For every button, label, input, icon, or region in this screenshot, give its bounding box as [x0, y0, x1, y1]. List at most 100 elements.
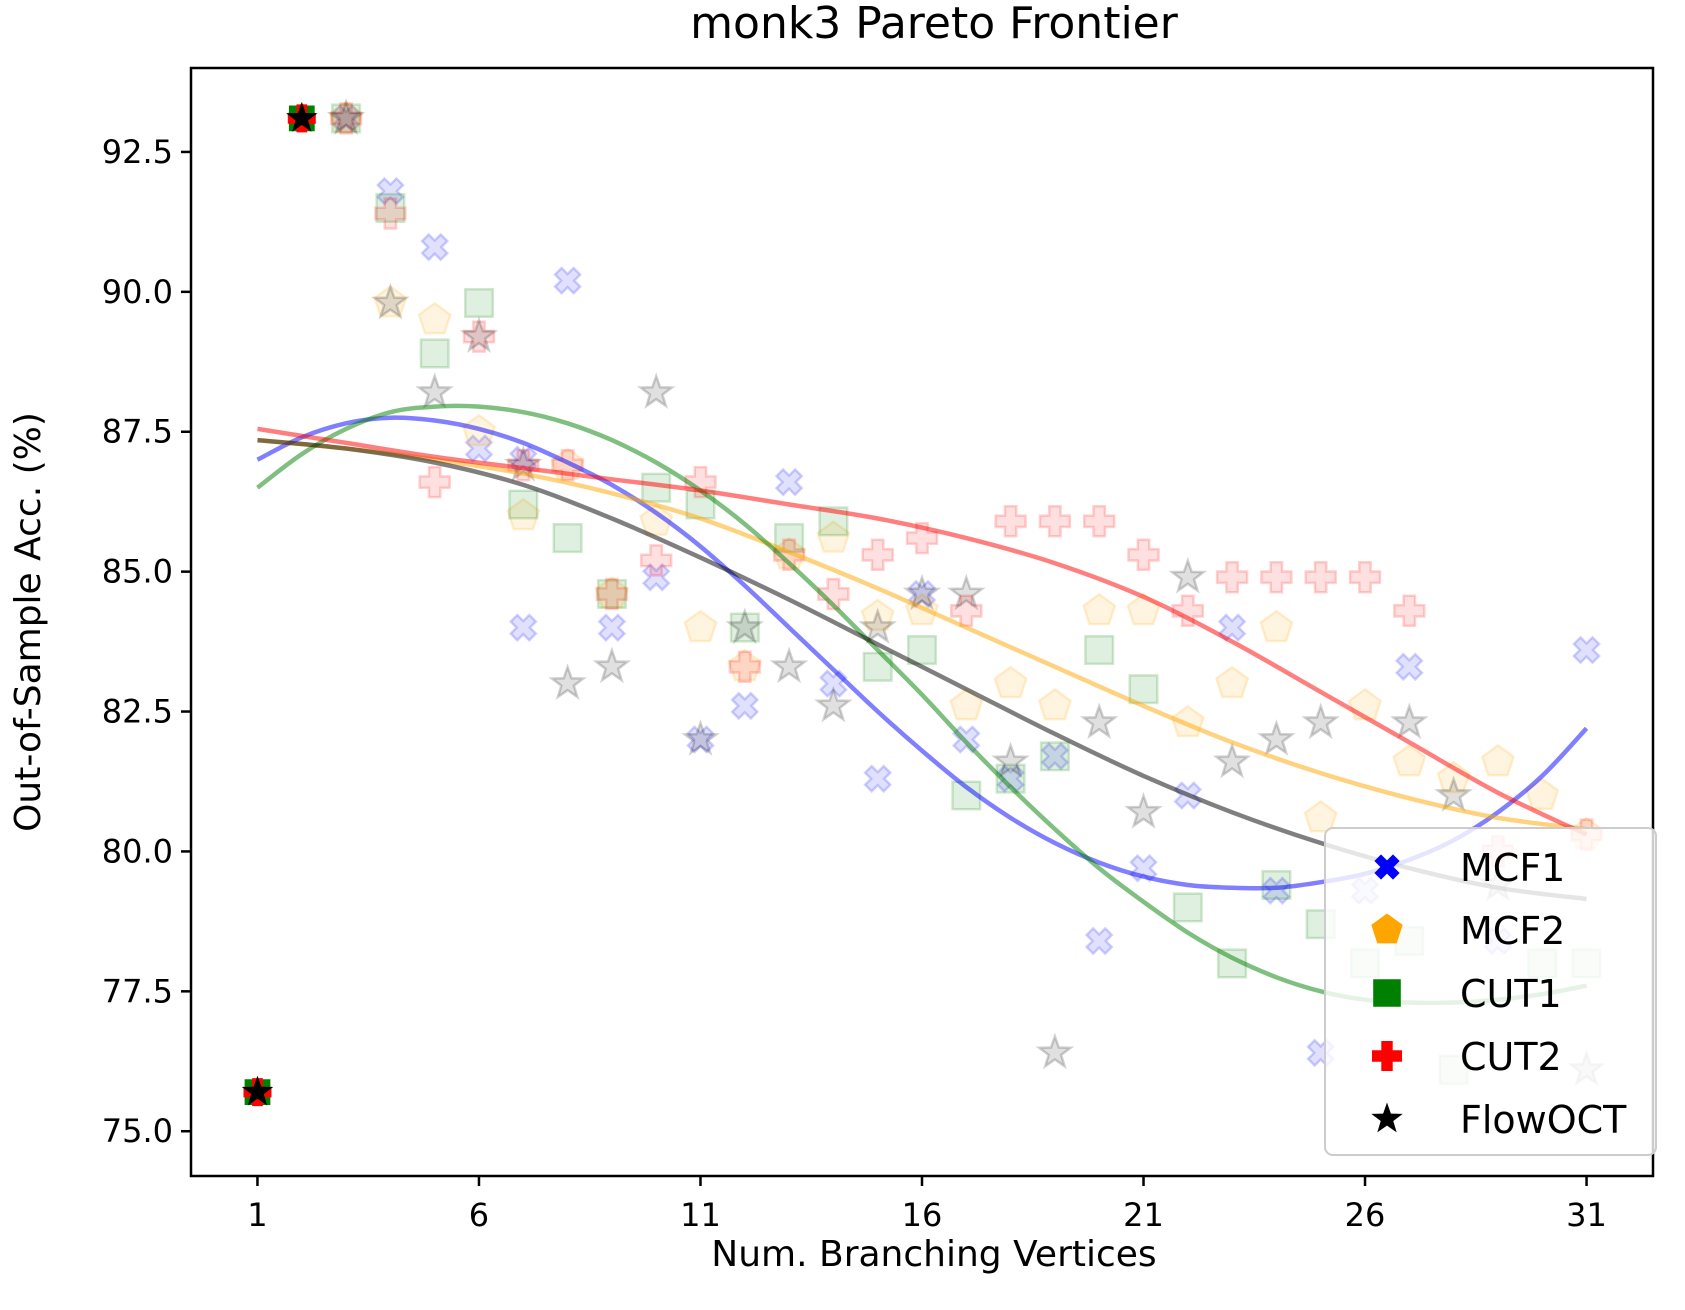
data-point-cut2 — [639, 544, 673, 577]
data-point-cut2 — [418, 465, 451, 499]
data-point-cut1 — [596, 578, 627, 610]
data-point-cut1 — [419, 338, 450, 369]
data-point-cut1 — [375, 192, 406, 223]
data-point-mcf2 — [816, 520, 851, 553]
data-point-flowoct — [1434, 775, 1473, 812]
data-point-flowoct — [636, 372, 676, 410]
data-point-cut2 — [1260, 560, 1293, 594]
legend-entry-mcf1: MCF1 — [1374, 846, 1565, 890]
data-point-mcf2 — [860, 598, 895, 632]
data-point-mcf2 — [506, 497, 541, 531]
data-point-mcf1 — [376, 176, 405, 206]
trend-line-cut2 — [257, 426, 1588, 837]
highlight-mark-flowoct — [241, 1075, 274, 1106]
chart-title: monk3 Pareto Frontier — [690, 0, 1179, 49]
highlight-point — [286, 101, 318, 133]
data-point-cut2 — [595, 577, 629, 611]
legend: MCF1 MCF2 CUT1 CUT2 FlowOCT — [1324, 827, 1657, 1156]
data-point-flowoct — [946, 573, 986, 611]
legend-entry-flowoct: FlowOCT — [1371, 1098, 1627, 1142]
data-point-mcf1 — [331, 104, 361, 133]
data-point-flowoct — [592, 646, 632, 684]
data-point-mcf1 — [1084, 926, 1114, 956]
data-point-cut1 — [552, 523, 583, 554]
data-point-cut1 — [906, 634, 938, 666]
data-point-mcf1 — [1394, 652, 1424, 682]
data-point-mcf2 — [949, 687, 984, 721]
y-tick-label: 87.5 — [102, 413, 173, 451]
data-point-flowoct — [1079, 702, 1119, 740]
legend-entry-cut1: CUT1 — [1373, 972, 1562, 1016]
data-point-cut1 — [729, 612, 760, 643]
data-point-flowoct — [1257, 719, 1296, 756]
data-point-mcf1 — [1572, 635, 1601, 665]
data-point-cut2 — [507, 449, 540, 482]
legend-label-cut1: CUT1 — [1460, 972, 1562, 1016]
data-point-mcf2 — [1480, 743, 1516, 777]
data-point-mcf2 — [1436, 760, 1471, 794]
data-point-flowoct — [415, 372, 455, 410]
legend-marker-cut2 — [1372, 1041, 1402, 1071]
legend-entry-mcf2: MCF2 — [1371, 909, 1565, 953]
y-tick-label: 75.0 — [102, 1112, 173, 1150]
data-point-mcf2 — [594, 575, 630, 609]
legend-label-flowoct: FlowOCT — [1460, 1098, 1627, 1142]
data-point-cut2 — [551, 449, 584, 482]
highlight-mark-flowoct — [286, 101, 318, 132]
data-point-flowoct — [725, 607, 765, 645]
data-point-flowoct — [681, 719, 720, 756]
data-point-mcf2 — [1259, 609, 1294, 643]
data-point-mcf1 — [730, 691, 760, 721]
data-point-mcf1 — [686, 725, 715, 754]
data-point-cut2 — [994, 505, 1027, 538]
data-point-mcf1 — [553, 266, 582, 295]
data-point-flowoct — [371, 282, 410, 320]
x-tick-label: 11 — [680, 1196, 721, 1234]
data-point-mcf1 — [508, 613, 538, 642]
data-point-cut1 — [1172, 892, 1203, 923]
data-point-cut1 — [641, 472, 672, 503]
data-point-cut2 — [1304, 560, 1337, 594]
data-point-cut2 — [1348, 560, 1382, 594]
data-point-cut2 — [1171, 594, 1205, 628]
y-tick-label: 77.5 — [102, 972, 173, 1010]
data-point-mcf2 — [328, 100, 364, 134]
data-point-flowoct — [548, 663, 587, 701]
data-point-mcf1 — [863, 764, 893, 794]
data-point-flowoct — [1212, 741, 1252, 779]
data-point-cut2 — [462, 320, 496, 353]
data-point-mcf1 — [1040, 741, 1070, 771]
legend-label-cut2: CUT2 — [1460, 1035, 1562, 1079]
data-point-cut1 — [774, 523, 805, 554]
data-point-cut1 — [463, 287, 495, 319]
data-point-flowoct — [991, 741, 1030, 779]
data-point-cut2 — [1127, 538, 1160, 572]
series-mcf2-points — [328, 100, 1604, 850]
y-tick-label: 82.5 — [102, 693, 173, 731]
data-point-mcf2 — [993, 665, 1028, 699]
highlight-point — [241, 1075, 274, 1107]
legend-marker-mcf1 — [1374, 854, 1400, 880]
data-point-flowoct — [459, 316, 499, 354]
data-point-mcf1 — [1217, 613, 1247, 642]
legend-marker-mcf2 — [1371, 913, 1403, 944]
x-axis-label: Num. Branching Vertices — [711, 1234, 1156, 1275]
x-tick-label: 16 — [902, 1196, 943, 1234]
data-point-cut1 — [1084, 634, 1115, 666]
data-point-cut2 — [861, 538, 894, 572]
data-point-mcf2 — [1303, 799, 1338, 833]
y-tick-label: 90.0 — [102, 273, 173, 311]
data-point-mcf1 — [464, 434, 494, 463]
data-point-mcf1 — [907, 579, 937, 609]
axis-ticks: 1 6 11 16 21 26 3175.077.580.082.585.087.590.0… — [102, 133, 1607, 1234]
data-point-cut2 — [374, 197, 407, 230]
x-tick-label: 21 — [1123, 1196, 1164, 1234]
data-point-cut2 — [1215, 560, 1249, 594]
y-tick-label: 85.0 — [102, 553, 173, 591]
data-point-mcf2 — [373, 284, 408, 318]
data-point-cut2 — [1393, 594, 1426, 628]
data-point-mcf2 — [1037, 687, 1073, 721]
data-point-mcf2 — [1082, 592, 1117, 626]
legend-label-mcf2: MCF2 — [1460, 909, 1565, 953]
